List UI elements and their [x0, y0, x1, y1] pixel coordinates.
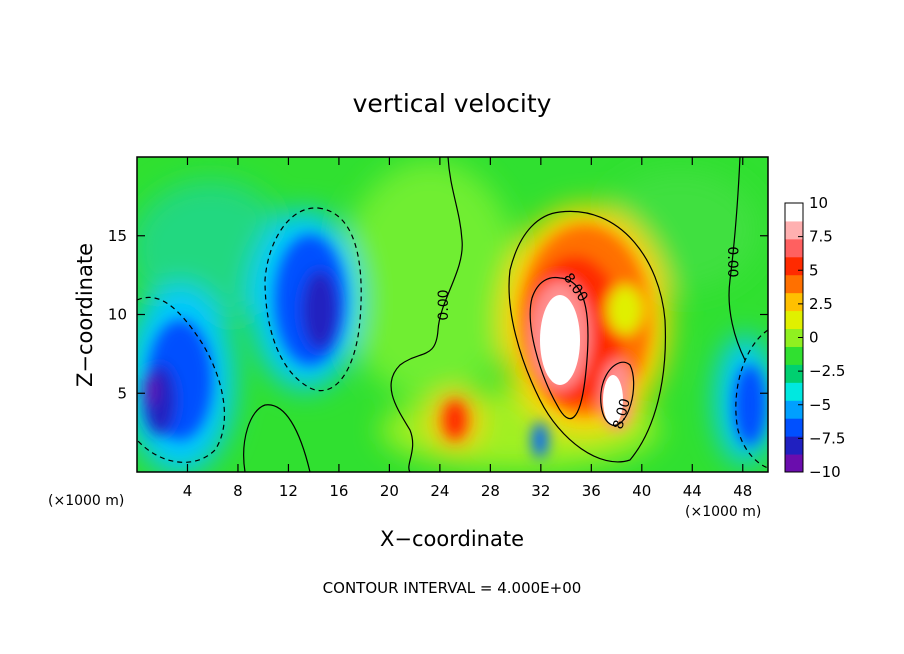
contour-0-updraft — [508, 210, 667, 463]
contour-neg-mid — [264, 207, 362, 392]
contour-0-right — [728, 157, 746, 361]
field-region — [443, 400, 467, 440]
colorbar-tick-label: −2.5 — [809, 362, 845, 380]
x-tick-label: 36 — [582, 482, 601, 500]
colorbar-band — [785, 454, 803, 473]
colorbar-tick-label: 7.5 — [809, 228, 833, 246]
field-region — [144, 375, 156, 405]
colorbar-tick-label: 2.5 — [809, 295, 833, 313]
colorbar-band — [785, 328, 803, 347]
y-tick-label: 5 — [117, 384, 127, 402]
y-tick-label: 15 — [108, 227, 127, 245]
contour-neg-left — [137, 296, 226, 463]
y-tick-label: 10 — [108, 306, 127, 324]
colorbar-tick-label: −7.5 — [809, 429, 845, 447]
field-region — [607, 285, 643, 335]
colorbar-band — [785, 256, 803, 276]
x-tick-label: 24 — [430, 482, 449, 500]
colorbar: 10 7.5 5 2.5 0 −2.5 −5 −7.5 −10 — [784, 194, 845, 481]
colorbar-band — [785, 418, 803, 437]
plot-area: 0.00 8.00 8.00 0.00 — [137, 157, 768, 472]
colorbar-band — [785, 274, 803, 294]
x-axis-label: X−coordinate — [380, 527, 524, 551]
contour-interval-text: CONTOUR INTERVAL = 4.000E+00 — [323, 579, 582, 597]
x-tick-label: 12 — [279, 482, 298, 500]
contour-neg-right — [735, 329, 768, 469]
x-tick-label: 44 — [683, 482, 702, 500]
colorbar-band — [785, 364, 803, 383]
x-axis-unit-left: (×1000 m) — [48, 493, 124, 509]
updraft-core — [540, 295, 580, 385]
field-region — [532, 422, 548, 458]
colorbar-band — [785, 238, 803, 258]
colorbar-bands — [785, 203, 803, 473]
contour-0-low — [243, 404, 311, 472]
x-tick-label: 20 — [380, 482, 399, 500]
colorbar-band — [785, 292, 803, 312]
contour-label: 8.00 — [610, 397, 634, 431]
field-region — [734, 365, 766, 445]
colorbar-ticks: 10 7.5 5 2.5 0 −2.5 −5 −7.5 −10 — [798, 194, 845, 481]
colorbar-tick-label: 0 — [809, 329, 819, 347]
colorbar-band — [785, 382, 803, 401]
x-tick-label: 4 — [183, 482, 193, 500]
x-tick-label: 8 — [233, 482, 243, 500]
contour-lines — [137, 157, 768, 472]
x-tick-label: 16 — [329, 482, 348, 500]
y-axis-label: Z−coordinate — [73, 243, 97, 387]
colorbar-band — [785, 436, 803, 455]
contour-label: 0.00 — [436, 289, 452, 320]
colorbar-band — [785, 203, 803, 222]
x-tick-label: 48 — [733, 482, 752, 500]
field-region — [302, 270, 338, 350]
y-axis: 5 10 15 — [108, 227, 768, 402]
x-tick-label: 40 — [632, 482, 651, 500]
contour-0-line — [390, 157, 463, 472]
field-peaks — [540, 295, 623, 425]
contour-8-main — [529, 276, 589, 420]
colorbar-tick-label: 5 — [809, 261, 819, 279]
x-axis-unit-right: (×1000 m) — [685, 504, 761, 520]
colorbar-tick-label: 10 — [809, 194, 828, 212]
contour-8-secondary — [600, 361, 635, 426]
colorbar-band — [785, 220, 803, 240]
x-axis: 4 8 12 16 20 24 28 32 36 40 44 48 — [183, 157, 752, 500]
field-region — [340, 160, 520, 400]
colorbar-band — [785, 346, 803, 365]
colorbar-tick-label: −10 — [809, 463, 841, 481]
updraft-core-secondary — [603, 375, 623, 425]
colorbar-band — [785, 310, 803, 330]
colorbar-tick-label: −5 — [809, 396, 831, 414]
x-tick-label: 32 — [531, 482, 550, 500]
colorbar-band — [785, 400, 803, 419]
x-tick-label: 28 — [481, 482, 500, 500]
contour-label: 0.00 — [724, 246, 740, 277]
chart-title: vertical velocity — [353, 89, 552, 118]
